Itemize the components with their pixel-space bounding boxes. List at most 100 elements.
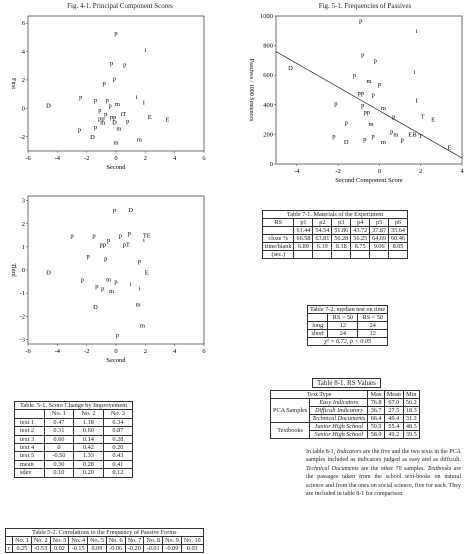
table-cell: short bbox=[306, 329, 329, 338]
table-cell: 63.81 bbox=[312, 234, 333, 243]
table-header-cell: p2 bbox=[312, 218, 333, 227]
data-point-label: p bbox=[361, 51, 364, 58]
table-cell bbox=[350, 250, 371, 259]
table-cell: text 4 bbox=[14, 443, 45, 453]
table-header-cell bbox=[306, 313, 329, 322]
table-header-cell: No. 3 bbox=[49, 536, 70, 545]
table-header-cell: No. 10 bbox=[180, 536, 204, 545]
table-cell: sdev bbox=[14, 468, 45, 478]
y-tick-label: 0 bbox=[22, 267, 25, 274]
table-cell: Junior High School bbox=[309, 422, 369, 431]
table-header-cell: Mean bbox=[383, 390, 404, 399]
y-tick-label: 0 bbox=[22, 105, 25, 112]
para-term-technical: Technical Documents bbox=[306, 465, 359, 472]
para-text-2: are the five and the two texts in the PC… bbox=[306, 449, 462, 464]
data-point-label: p bbox=[353, 72, 356, 79]
data-point-label: m bbox=[135, 302, 140, 309]
x-tick-label: -4 bbox=[55, 155, 61, 162]
data-point-label: pp bbox=[110, 114, 117, 121]
table-header-cell: p5 bbox=[369, 218, 390, 227]
data-point-label: m bbox=[369, 121, 374, 128]
table-header-cell: No. 1 bbox=[12, 536, 32, 545]
table-header-cell: RS < 50 bbox=[357, 313, 389, 322]
table-header-cell: No. 8 bbox=[143, 536, 164, 545]
data-point-label: p bbox=[119, 232, 122, 239]
table-header-cell bbox=[4, 536, 14, 545]
table-cell: 6.89 bbox=[293, 242, 314, 251]
data-point-label: p bbox=[334, 100, 337, 107]
table-cell: 61.44 bbox=[293, 226, 314, 235]
y-tick-label: 4 bbox=[22, 49, 26, 56]
data-point-label: p bbox=[390, 128, 393, 135]
para-text-4: are the passages taken from the school t… bbox=[306, 465, 462, 498]
table-group-label: Textbooks bbox=[269, 422, 311, 439]
table-header-cell bbox=[14, 409, 45, 419]
y-tick-label: 600 bbox=[263, 72, 273, 79]
data-point-label: p bbox=[92, 232, 95, 239]
table-cell: Technical Documents bbox=[309, 414, 369, 423]
data-point-label: p bbox=[94, 97, 97, 104]
data-point-label: m bbox=[115, 101, 120, 108]
data-point-label: m bbox=[140, 323, 145, 330]
plot-frame bbox=[27, 195, 205, 345]
data-point-label: E bbox=[165, 117, 169, 124]
y-tick-label: 400 bbox=[263, 102, 273, 109]
table-cell: Senior High School bbox=[309, 430, 369, 439]
data-point-label: p bbox=[392, 114, 395, 121]
x-tick-label: 2 bbox=[419, 168, 422, 175]
table-group-label: PCA Samples bbox=[269, 398, 311, 423]
table-cell bbox=[261, 226, 295, 235]
data-point-label: p bbox=[106, 97, 109, 104]
table-cell: cloze % bbox=[261, 234, 295, 243]
x-tick-label: 2 bbox=[144, 155, 147, 162]
data-point-label: m bbox=[113, 139, 118, 146]
x-axis-title: Second bbox=[106, 357, 126, 364]
x-tick-label: -6 bbox=[25, 155, 31, 162]
para-text-1: In table 8-1, bbox=[306, 449, 337, 455]
table-cell: 0.41 bbox=[102, 459, 134, 470]
data-point-label: p bbox=[104, 111, 107, 118]
table-cell bbox=[293, 250, 314, 259]
table-cell: 58.0 bbox=[367, 430, 385, 439]
table-cell: 8.18 bbox=[331, 242, 352, 251]
data-point-label: p bbox=[359, 17, 362, 24]
table-cell: 0.47 bbox=[43, 417, 75, 428]
table-cell: 31.2 bbox=[402, 414, 420, 423]
table-cell: 0.28 bbox=[73, 459, 104, 470]
data-point-label: p bbox=[113, 76, 116, 83]
table-header-cell: No. 2 bbox=[73, 409, 104, 419]
data-point-label: I bbox=[415, 97, 417, 104]
table-cell: 0.25 bbox=[12, 544, 32, 553]
data-point-label: p bbox=[70, 232, 73, 239]
table-cell: 0.87 bbox=[102, 426, 134, 436]
data-point-label: m bbox=[116, 125, 121, 132]
data-point-label: p bbox=[87, 253, 90, 260]
y-tick-label: -2 bbox=[20, 313, 25, 320]
table-cell: -0.50 bbox=[43, 451, 75, 461]
table-header-cell: No. 1 bbox=[43, 409, 75, 419]
table-cell bbox=[331, 250, 352, 259]
table-cell: 0.60 bbox=[43, 434, 75, 445]
table-cell: 0.34 bbox=[102, 417, 134, 428]
y-tick-label: 3 bbox=[22, 198, 25, 205]
y-tick-label: 2 bbox=[22, 77, 25, 84]
data-point-label: i bbox=[414, 69, 416, 76]
y-tick-label: 1000 bbox=[260, 13, 273, 20]
table-cell: 59.9 bbox=[367, 422, 385, 431]
y-tick-label: 2 bbox=[22, 221, 25, 228]
data-point-label: p bbox=[332, 133, 335, 140]
table-8-1-caption: Table 8-1. RS Values bbox=[312, 378, 381, 388]
table-cell: long bbox=[306, 321, 329, 330]
data-point-label: m bbox=[137, 137, 142, 144]
data-point-label: pp bbox=[98, 115, 105, 122]
table-cell: 0.10 bbox=[43, 468, 75, 478]
table-cell: 76.8 bbox=[367, 398, 385, 407]
data-point-label: m bbox=[381, 139, 386, 146]
para-term-indicators: Indicators bbox=[336, 449, 362, 455]
data-point-label: i bbox=[139, 286, 141, 293]
table-cell: 0.20 bbox=[102, 443, 134, 453]
data-point-label: p bbox=[128, 230, 131, 237]
table-cell bbox=[312, 250, 333, 259]
table-cell: 0 bbox=[43, 443, 75, 453]
table-cell: 35.64 bbox=[388, 226, 408, 235]
